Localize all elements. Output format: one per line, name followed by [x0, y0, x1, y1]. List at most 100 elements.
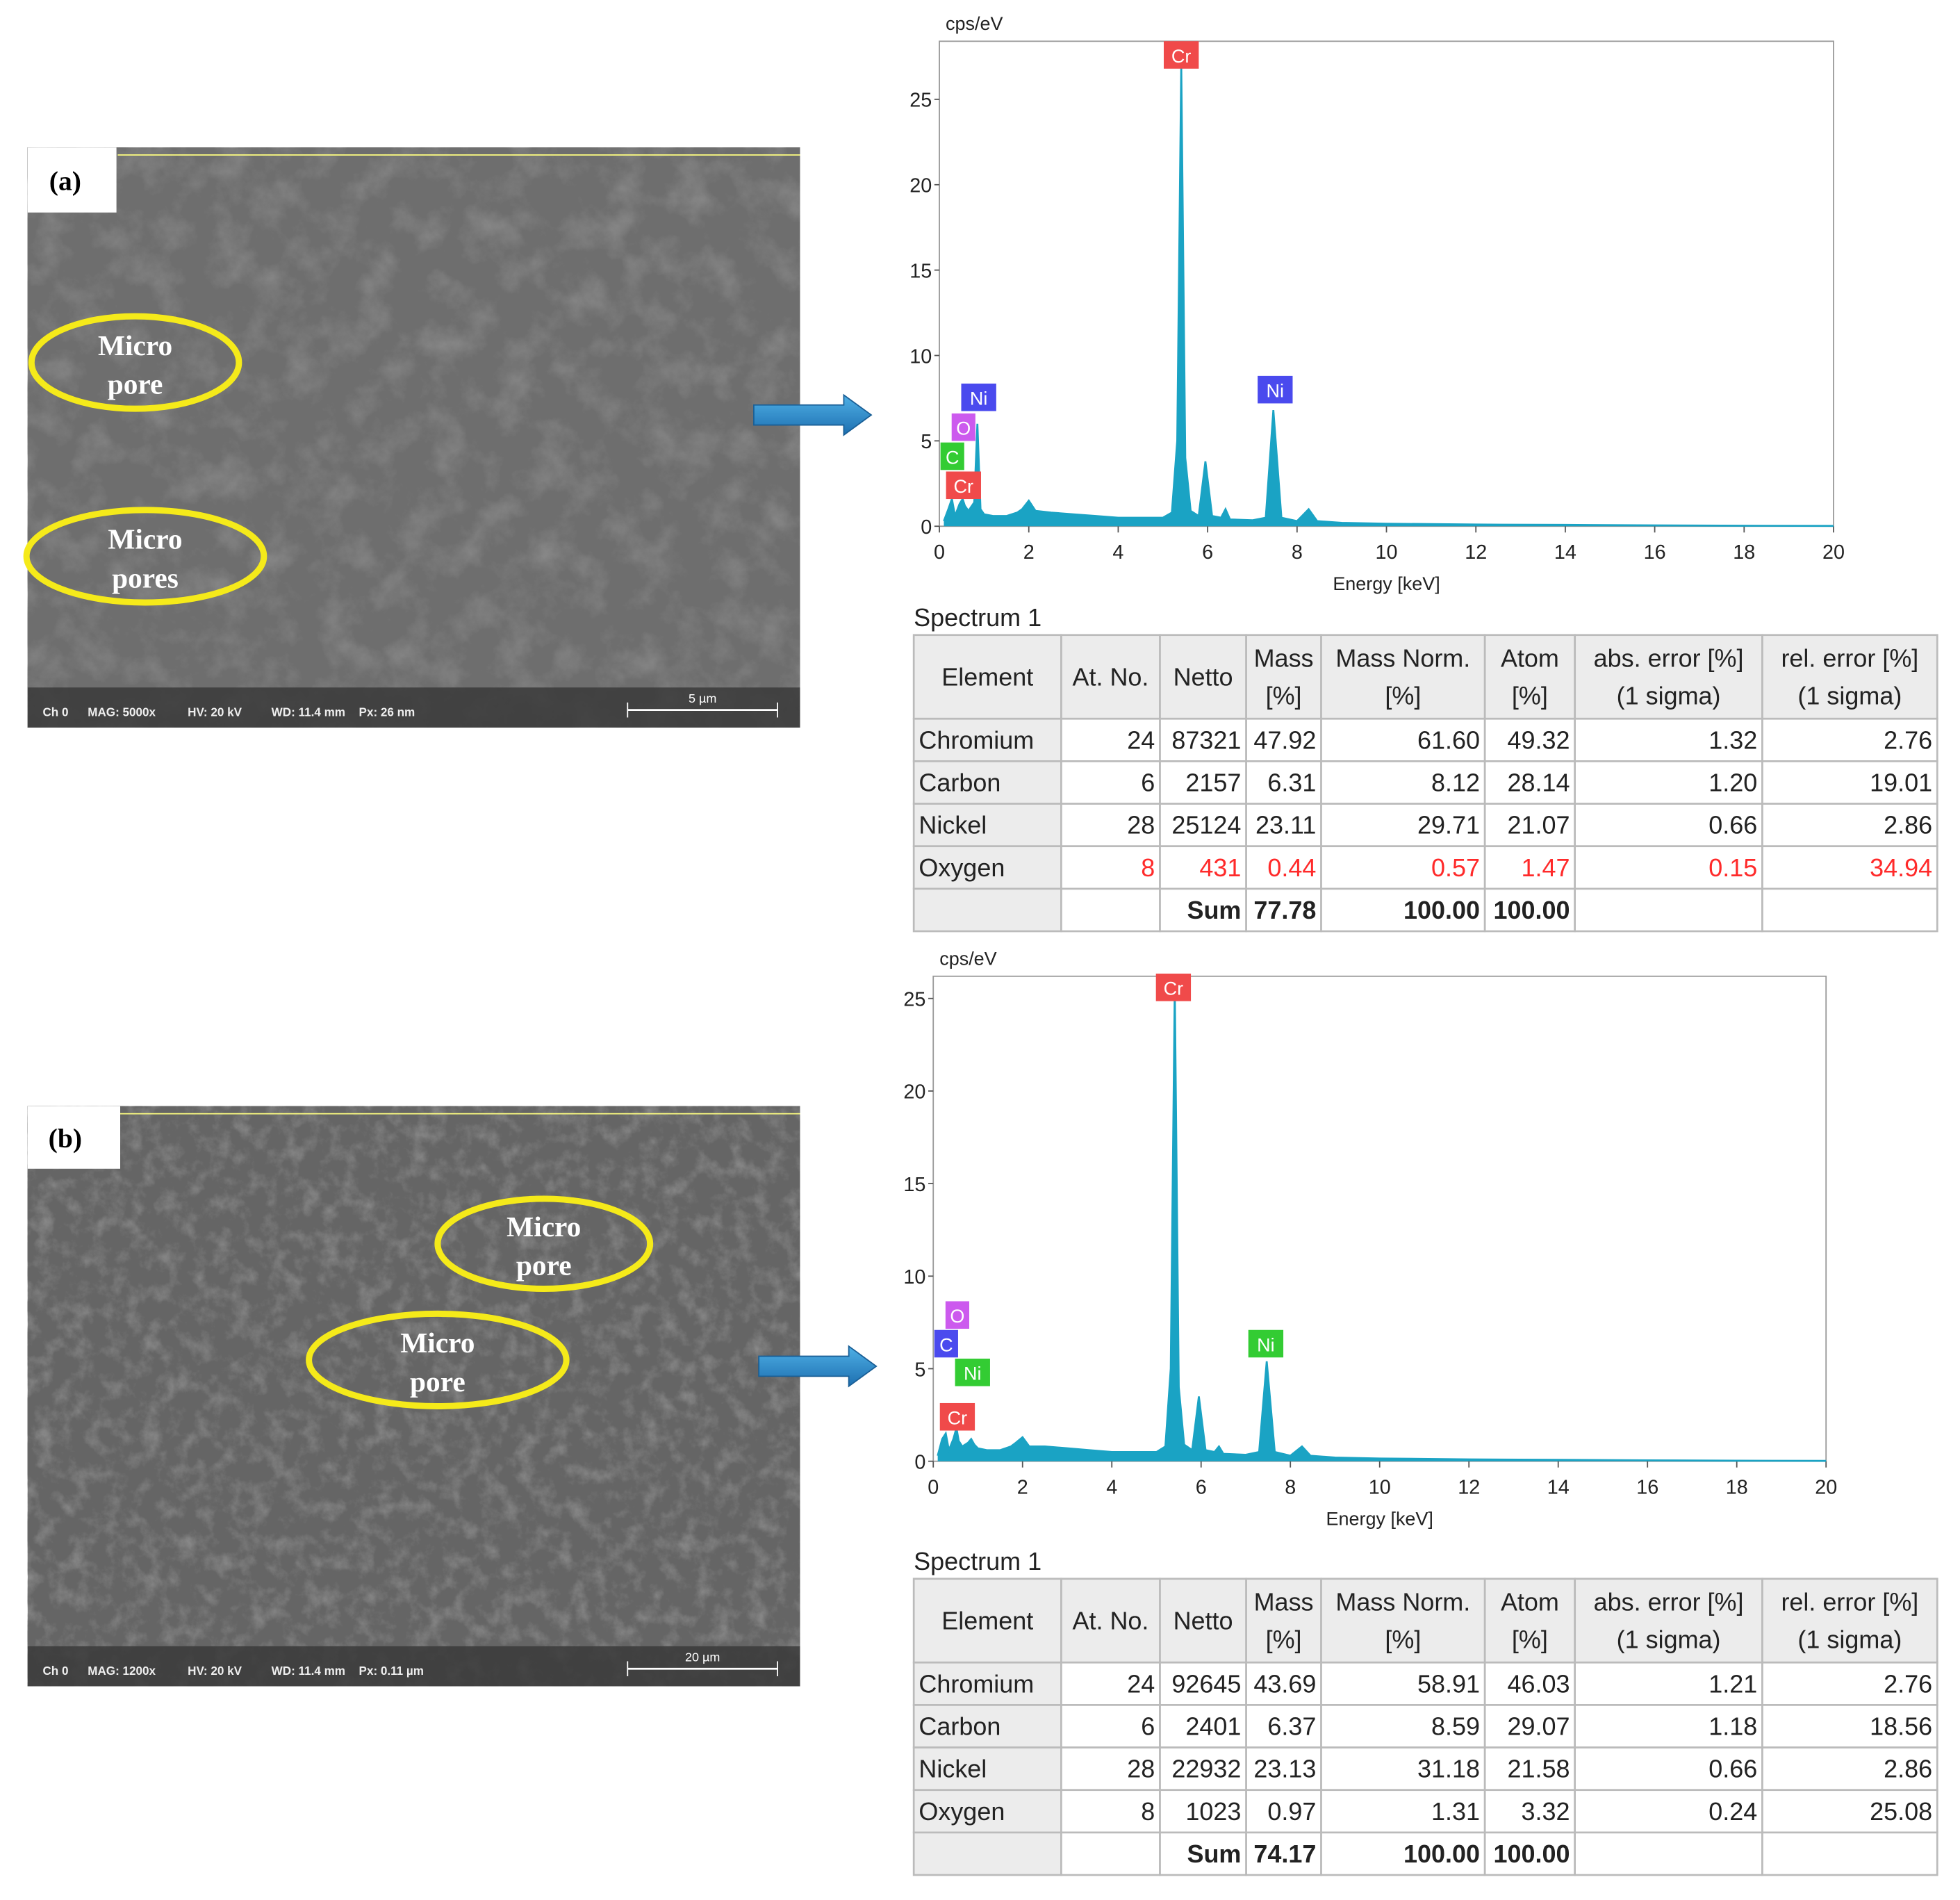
table-cell — [1060, 1831, 1161, 1876]
table-value: 31.18 — [1417, 1755, 1480, 1783]
peak-label: Ni — [1257, 1334, 1274, 1355]
table-cell — [1245, 1746, 1322, 1792]
info-bar — [27, 687, 800, 728]
table-header: Atom — [1501, 644, 1559, 673]
pore-label: Micro — [507, 1211, 581, 1243]
x-tick-label: 20 — [1822, 541, 1845, 564]
table-value: 8 — [1141, 1797, 1155, 1826]
table-header: abs. error [%] — [1594, 644, 1744, 673]
table-value: 0.24 — [1708, 1797, 1757, 1826]
pore-label: Micro — [108, 523, 182, 555]
x-tick-label: 16 — [1644, 541, 1666, 564]
table-value: 8.12 — [1431, 769, 1480, 797]
table-value: Chromium — [919, 726, 1034, 754]
x-axis-label: Energy [keV] — [1333, 573, 1440, 594]
table-cell — [1159, 717, 1247, 762]
table-value: 28 — [1127, 1755, 1155, 1783]
spectrum-line — [937, 987, 1827, 1462]
table-value: 22932 — [1171, 1755, 1241, 1783]
info-text: Ch 0 — [42, 1664, 68, 1678]
table-header: [%] — [1512, 682, 1548, 710]
table-value: 1.18 — [1708, 1712, 1757, 1741]
table-value: 49.32 — [1507, 726, 1570, 754]
table-cell — [1574, 760, 1763, 805]
info-text: Px: 0.11 µm — [359, 1664, 424, 1678]
table-cell — [1245, 1831, 1322, 1876]
peak-label: C — [939, 1334, 953, 1355]
table-cell — [1320, 1789, 1486, 1834]
table-header: At. No. — [1072, 663, 1148, 691]
y-tick-label: 0 — [921, 516, 932, 539]
table-cell — [1320, 634, 1486, 720]
table-cell — [1320, 1831, 1486, 1876]
table-header: Element — [941, 1607, 1033, 1635]
info-text: HV: 20 kV — [188, 1664, 242, 1678]
table-value: 1023 — [1185, 1797, 1241, 1826]
table-cell — [1574, 1704, 1763, 1749]
table-cell — [1060, 717, 1161, 762]
table-value: Oxygen — [919, 1797, 1005, 1826]
table-value: 24 — [1127, 1669, 1155, 1698]
table-cell — [1320, 887, 1486, 933]
plot-frame — [939, 40, 1834, 527]
table-cell — [1245, 1704, 1322, 1749]
scale-label: 5 µm — [689, 691, 716, 705]
table-cell — [1060, 1578, 1161, 1664]
table-header: [%] — [1385, 682, 1421, 710]
table-value: 18.56 — [1870, 1712, 1932, 1741]
x-tick-label: 4 — [1106, 1476, 1117, 1498]
table-value: 1.20 — [1708, 769, 1757, 797]
table-cell — [1060, 634, 1161, 720]
y-tick-label: 5 — [921, 431, 932, 453]
table-cell — [912, 1831, 1062, 1876]
table-value: Sum — [1187, 1840, 1241, 1868]
table-value: 25.08 — [1870, 1797, 1932, 1826]
table-value: 6.37 — [1267, 1712, 1316, 1741]
x-tick-label: 10 — [1376, 541, 1398, 564]
table-cell — [1060, 845, 1161, 890]
x-tick-label: 0 — [934, 541, 945, 564]
table-value: 74.17 — [1253, 1840, 1316, 1868]
table-value: Chromium — [919, 1669, 1034, 1698]
table-value: 28.14 — [1507, 769, 1570, 797]
peak-label-box — [1248, 1329, 1284, 1358]
table-value: 25124 — [1171, 811, 1241, 840]
info-text: Ch 0 — [42, 706, 68, 719]
table-value: 8 — [1141, 853, 1155, 882]
table-header: Netto — [1173, 1607, 1233, 1635]
peak-label: Cr — [1171, 46, 1191, 67]
table-value: 19.01 — [1870, 769, 1932, 797]
peak-label-box — [945, 1301, 970, 1329]
table-cell — [1159, 1746, 1247, 1792]
table-value: 46.03 — [1507, 1669, 1570, 1698]
table-title: Spectrum 1 — [914, 1547, 1041, 1575]
y-tick-label: 20 — [909, 175, 932, 197]
table-cell — [912, 887, 1062, 933]
table-header: (1 sigma) — [1617, 682, 1721, 710]
table-value: Oxygen — [919, 853, 1005, 882]
y-tick-label: 20 — [903, 1081, 925, 1104]
pore-ellipse — [306, 1310, 570, 1410]
table-cell — [1574, 1661, 1763, 1706]
pore-label: pore — [410, 1366, 466, 1398]
table-value: 24 — [1127, 726, 1155, 754]
table-value: Carbon — [919, 1712, 1000, 1741]
y-tick-label: 25 — [909, 90, 932, 112]
x-tick-label: 0 — [928, 1476, 939, 1498]
table-cell — [1483, 1789, 1576, 1834]
table-cell — [1761, 887, 1938, 933]
table-value: 61.60 — [1417, 726, 1480, 754]
info-text: MAG: 5000x — [88, 706, 156, 719]
table-value: 28 — [1127, 811, 1155, 840]
panel-label-box — [27, 147, 117, 213]
table-value: 29.71 — [1417, 811, 1480, 840]
table-value: 23.13 — [1253, 1755, 1316, 1783]
table-header: At. No. — [1072, 1607, 1148, 1635]
table-cell — [1483, 634, 1576, 720]
pore-label: pore — [516, 1250, 572, 1281]
table-header: rel. error [%] — [1781, 1588, 1918, 1616]
peak-label: Cr — [954, 476, 973, 497]
table-header: rel. error [%] — [1781, 644, 1918, 673]
table-value: 58.91 — [1417, 1669, 1480, 1698]
y-tick-label: 10 — [909, 345, 932, 368]
